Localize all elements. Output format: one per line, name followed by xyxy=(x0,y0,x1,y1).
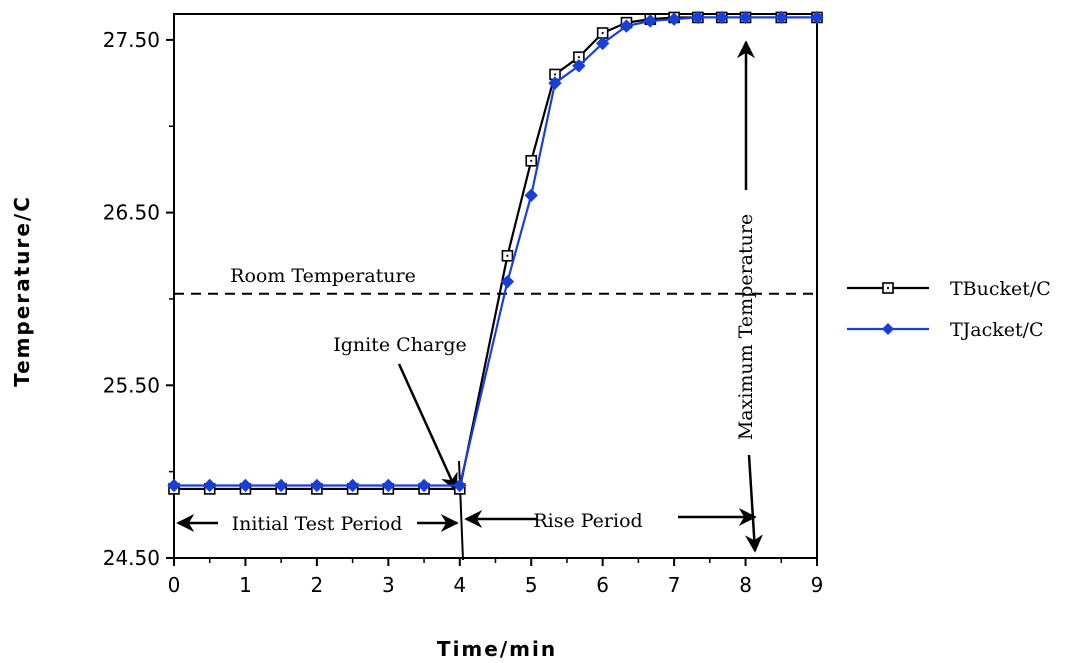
x-tick-label: 2 xyxy=(311,573,324,597)
tbucket-point-dot xyxy=(577,56,580,59)
tjacket-point xyxy=(381,478,396,493)
x-tick-label: 6 xyxy=(596,573,609,597)
x-tick-label: 7 xyxy=(668,573,681,597)
y-tick-label: 26.50 xyxy=(103,201,160,225)
tjacket-point xyxy=(667,12,681,26)
tjacket-point xyxy=(500,274,515,289)
y-axis-title: Temperature/C xyxy=(10,195,34,387)
ignite-arrow xyxy=(397,363,458,492)
tjacket-point xyxy=(595,36,610,51)
axis-ticks: 0 1 2 3 4 5 6 7 8 9 24.50 25.50 26.50 27.50 xyxy=(103,28,824,597)
ignite-charge-label: Ignite Charge xyxy=(333,334,467,356)
tjacket-point xyxy=(453,478,467,493)
room-temperature-line: Room Temperature xyxy=(174,265,817,295)
x-tick-label: 3 xyxy=(382,573,395,597)
tjacket-point xyxy=(167,478,181,493)
tjacket-point xyxy=(274,478,288,493)
tjacket-point xyxy=(619,19,634,33)
legend-marker-dot xyxy=(886,286,890,290)
tjacket-point xyxy=(417,478,431,493)
x-tick-label: 1 xyxy=(239,573,252,597)
series-group xyxy=(167,10,824,495)
x-tick-label: 5 xyxy=(525,573,538,597)
tjacket-point xyxy=(548,76,562,90)
y-tick-label: 25.50 xyxy=(103,373,160,397)
y-tick-label: 24.50 xyxy=(103,546,160,570)
x-tick-label: 0 xyxy=(168,573,181,597)
tjacket-point xyxy=(310,478,324,493)
legend: TBucket/C TJacket/C xyxy=(847,278,1051,341)
legend-marker-diamond xyxy=(882,323,894,335)
tbucket-point-dot xyxy=(530,159,533,162)
ignite-time-marker xyxy=(458,460,464,561)
series-line-tjacket xyxy=(174,16,817,487)
x-tick-label: 4 xyxy=(453,573,466,597)
tjacket-point xyxy=(203,478,217,493)
rise-period-label: Rise Period xyxy=(533,510,642,532)
tjacket-point xyxy=(691,10,705,25)
max-down-arrow xyxy=(745,454,763,553)
tjacket-point xyxy=(238,478,253,493)
y-tick-label: 27.50 xyxy=(103,28,160,52)
legend-label-1: TJacket/C xyxy=(950,319,1044,341)
tbucket-point-dot xyxy=(553,73,557,76)
tbucket-point-dot xyxy=(506,254,509,257)
tjacket-point xyxy=(715,10,729,25)
initial-test-period-label: Initial Test Period xyxy=(232,513,403,535)
tbucket-point-dot xyxy=(601,31,604,35)
tjacket-point xyxy=(572,59,586,73)
x-tick-label: 9 xyxy=(811,573,824,597)
tjacket-point xyxy=(738,10,753,25)
tjacket-point xyxy=(643,14,658,28)
annotations: Ignite Charge Initial Test Period Rise Per… xyxy=(176,40,763,561)
tjacket-point xyxy=(774,10,788,25)
x-axis-title: Time/min xyxy=(437,637,557,661)
tjacket-point xyxy=(345,478,360,493)
tjacket-point xyxy=(524,188,538,203)
series-line-tbucket xyxy=(174,16,817,491)
legend-label-0: TBucket/C xyxy=(950,278,1051,300)
x-tick-label: 8 xyxy=(739,573,752,597)
tjacket-point xyxy=(810,10,824,25)
maximum-temperature-label: Maximum Temperature xyxy=(735,214,757,440)
room-temperature-label: Room Temperature xyxy=(230,265,416,287)
